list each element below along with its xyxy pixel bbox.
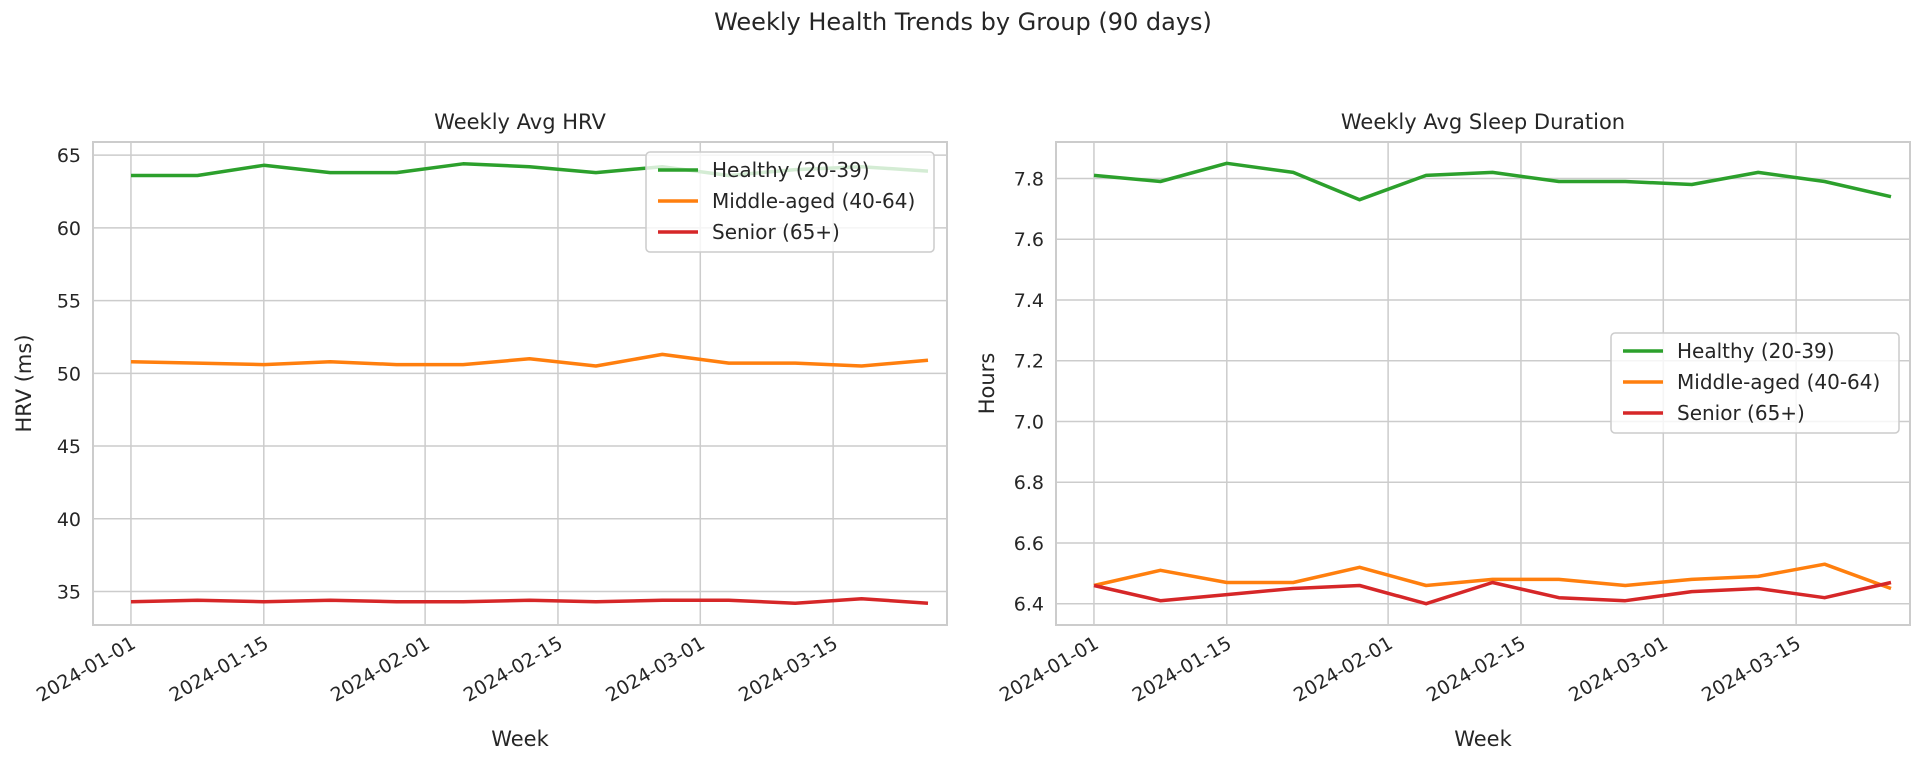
y-tick-label: 7.2 [1014,351,1044,373]
x-tick-label: 2024-01-01 [996,632,1103,706]
legend-entry-label: Middle-aged (40-64) [1677,370,1880,394]
y-tick-label: 40 [57,509,81,531]
chart-title: Weekly Avg Sleep Duration [1341,110,1625,134]
legend-box [1610,332,1900,434]
y-tick-label: 7.0 [1014,411,1044,433]
figure-title: Weekly Health Trends by Group (90 days) [714,8,1212,36]
x-tick-label: 2024-01-01 [33,632,140,706]
legend-entry-label: Healthy (20-39) [1677,339,1835,363]
sleep-chart-panel: 6.4 6.6 6.8 7.0 7.2 7.4 7.6 7.8 2024-01-01 2024-0… [975,110,1911,751]
series-line-2 [1093,580,1892,606]
y-tick-label: 7.8 [1014,168,1044,190]
y-tick-label: 6.8 [1014,472,1044,494]
x-axis-label: Week [491,727,549,751]
x-axis-label: Week [1454,727,1512,751]
series-line-0 [1093,161,1892,202]
x-tick-label: 2024-01-15 [166,632,273,706]
y-tick-label: 60 [57,218,81,240]
legend-entry-label: Senior (65+) [712,220,840,244]
plot-frame [1055,141,1911,626]
series-line-1 [1093,562,1892,591]
y-tick-label: 7.4 [1014,290,1044,312]
legend-entry-label: Middle-aged (40-64) [712,189,915,213]
y-tick-label: 6.6 [1014,533,1044,555]
plot-frame [92,141,948,626]
x-tick-label: 2024-02-01 [327,632,434,706]
y-axis-label: Hours [975,353,999,415]
x-tick-label: 2024-03-15 [735,632,842,706]
y-tick-label: 55 [57,291,81,313]
y-tick-label: 6.4 [1014,594,1044,616]
y-tick-label: 35 [57,582,81,604]
x-tick-label: 2024-03-01 [602,632,709,706]
legend-box [645,151,935,253]
x-tick-label: 2024-02-15 [460,632,567,706]
y-tick-label: 50 [57,363,81,385]
y-axis-label: HRV (ms) [12,334,36,432]
series-line-2 [130,597,929,605]
x-tick-label: 2024-02-15 [1423,632,1530,706]
series-line-1 [130,352,929,368]
x-tick-label: 2024-03-01 [1565,632,1672,706]
hrv-chart-panel: 35 40 45 50 55 60 65 2024-01-01 2024-01-15 2024-0… [12,110,948,751]
x-tick-label: 2024-01-15 [1129,632,1236,706]
x-tick-label: 2024-02-01 [1290,632,1397,706]
x-tick-label: 2024-03-15 [1698,632,1805,706]
y-tick-label: 7.6 [1014,229,1044,251]
legend-entry-label: Healthy (20-39) [712,158,870,182]
chart-title: Weekly Avg HRV [434,110,606,134]
y-tick-label: 65 [57,145,81,167]
y-tick-label: 45 [57,436,81,458]
legend-entry-label: Senior (65+) [1677,401,1805,425]
